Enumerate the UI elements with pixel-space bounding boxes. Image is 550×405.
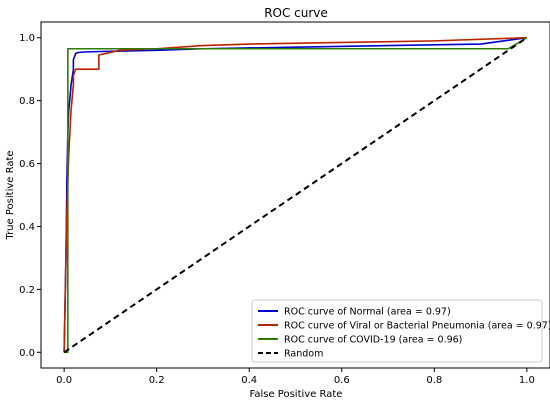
series-layer <box>63 36 528 354</box>
legend-label: Random <box>284 349 323 360</box>
plot-frame <box>40 21 550 369</box>
y-tick-label: 0.4 <box>19 222 35 233</box>
series-line-3 <box>63 36 528 354</box>
series-line-1 <box>63 36 527 353</box>
x-axis-title: False Positive Rate <box>250 389 343 400</box>
y-tick-label: 0.2 <box>19 285 35 296</box>
legend: ROC curve of Normal (area = 0.97) ROC cur… <box>251 299 550 363</box>
legend-box <box>251 299 543 363</box>
x-tick-label: 1.0 <box>519 375 535 386</box>
y-tick-label: 0.8 <box>19 96 35 107</box>
x-tick-label: 0.0 <box>56 375 72 386</box>
legend-label: ROC curve of Normal (area = 0.97) <box>284 307 451 318</box>
y-tick-label: 1.0 <box>19 33 35 44</box>
legend-label: ROC curve of COVID-19 (area = 0.96) <box>284 335 462 346</box>
y-tick-label: 0.0 <box>19 348 35 359</box>
y-tick-label: 0.6 <box>19 159 35 170</box>
legend-label: ROC curve of Viral or Bacterial Pneumoni… <box>284 321 550 332</box>
x-tick-label: 0.4 <box>241 375 257 386</box>
x-tick-label: 0.6 <box>334 375 350 386</box>
x-tick-label: 0.2 <box>149 375 165 386</box>
axis-ticks: 0.0 0.2 0.4 0.6 0.8 1.0 0.0 0.2 0.4 0.6 0.8 1.0 <box>19 33 535 386</box>
chart-title: ROC curve <box>264 6 328 20</box>
y-axis-title: True Positive Rate <box>5 150 16 240</box>
x-tick-label: 0.8 <box>426 375 442 386</box>
